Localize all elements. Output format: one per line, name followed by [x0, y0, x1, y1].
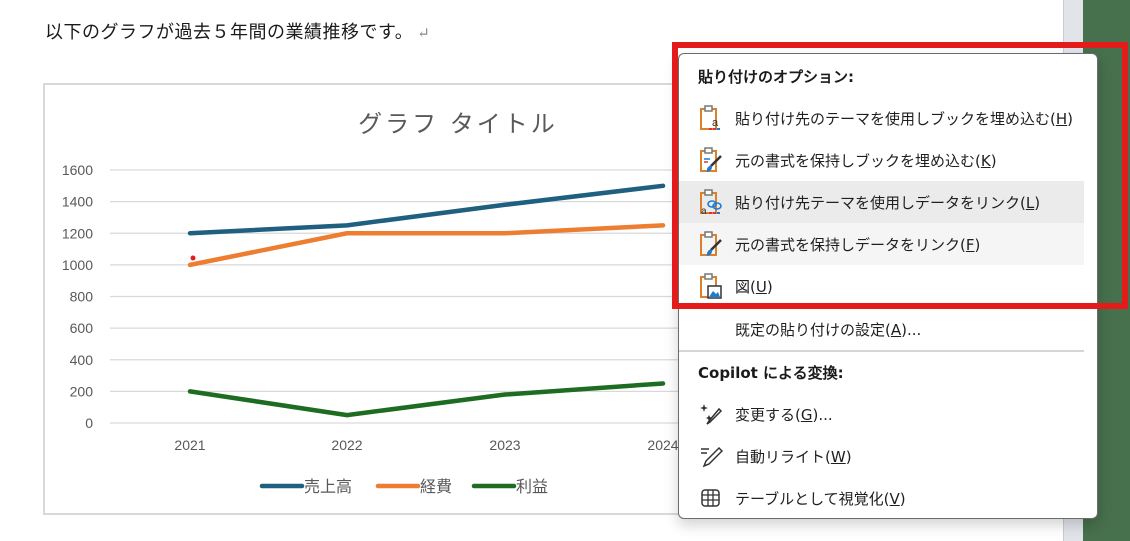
menu-item-label: 元の書式を保持しブックを埋め込む(K)	[735, 151, 997, 170]
menu-item-embed-destination-theme[interactable]: a 貼り付け先のテーマを使用しブックを埋め込む(H)	[679, 97, 1084, 139]
paragraph-mark-icon: ↵	[417, 24, 431, 42]
embedded-chart[interactable]	[43, 83, 743, 515]
svg-text:a: a	[701, 206, 707, 215]
chart-gridlines	[110, 169, 700, 424]
menu-separator	[679, 350, 1084, 352]
menu-item-auto-rewrite[interactable]: 自動リライト(W)	[679, 435, 1084, 477]
paragraph-text: 以下のグラフが過去５年間の業績推移です。	[45, 22, 414, 43]
chart-title[interactable]: グラフ タイトル	[358, 110, 558, 138]
table-grid-icon	[701, 489, 720, 507]
chart-legend: 売上高 経費 利益	[259, 477, 548, 496]
menu-item-default-paste-settings[interactable]: 既定の貼り付けの設定(A)...	[679, 308, 1084, 350]
body-paragraph[interactable]: 以下のグラフが過去５年間の業績推移です。 ↵	[45, 18, 430, 44]
svg-text:600: 600	[70, 320, 94, 336]
svg-text:2023: 2023	[489, 437, 520, 453]
menu-item-label: 既定の貼り付けの設定(A)...	[735, 320, 922, 339]
paste-options-header: 貼り付けのオプション:	[698, 68, 854, 86]
svg-text:1600: 1600	[62, 162, 93, 178]
sparkle-pen-icon	[700, 404, 723, 425]
paste-keep-source-embed-icon	[700, 147, 722, 172]
menu-item-embed-keep-source[interactable]: 元の書式を保持しブックを埋め込む(K)	[679, 139, 1084, 181]
chart-y-axis: 1600 1400 1200 1000 800 600 400 200 0	[62, 162, 93, 431]
svg-text:売上高: 売上高	[304, 477, 352, 496]
menu-item-label: 変更する(G)...	[735, 405, 833, 424]
paste-keep-source-link-icon	[700, 231, 722, 256]
chart-x-axis: 2021 2022 2023 2024	[174, 437, 678, 453]
copilot-header: Copilot による変換:	[698, 364, 844, 382]
chart-series	[187, 183, 666, 418]
svg-text:800: 800	[70, 289, 94, 305]
rewrite-pen-icon	[701, 446, 723, 468]
svg-text:a: a	[712, 117, 719, 129]
paste-picture-icon	[700, 273, 722, 299]
menu-item-label: 貼り付け先テーマを使用しデータをリンク(L)	[735, 193, 1041, 212]
menu-item-link-keep-source[interactable]: 元の書式を保持しデータをリンク(F)	[679, 223, 1084, 265]
menu-item-copilot-change[interactable]: 変更する(G)...	[679, 393, 1084, 435]
paste-destination-theme-embed-icon: a	[700, 105, 720, 130]
menu-item-label: 図(U)	[735, 277, 773, 296]
svg-text:200: 200	[70, 383, 94, 399]
svg-text:0: 0	[85, 415, 93, 431]
svg-text:2021: 2021	[174, 437, 205, 453]
svg-text:1000: 1000	[62, 257, 93, 273]
menu-item-visualize-table[interactable]: テーブルとして視覚化(V)	[679, 477, 1084, 518]
paste-context-menu: 貼り付けのオプション: a 貼り付け先のテーマを使用しブックを埋め込む(H) 元…	[678, 53, 1098, 519]
menu-item-label: テーブルとして視覚化(V)	[735, 489, 906, 508]
svg-text:2022: 2022	[331, 437, 362, 453]
menu-item-label: 貼り付け先のテーマを使用しブックを埋め込む(H)	[735, 109, 1073, 128]
svg-text:経費: 経費	[420, 477, 452, 496]
menu-item-link-destination-theme[interactable]: a 貼り付け先テーマを使用しデータをリンク(L)	[679, 181, 1084, 223]
svg-text:利益: 利益	[516, 477, 548, 496]
menu-item-paste-picture[interactable]: 図(U)	[679, 265, 1084, 307]
svg-text:1200: 1200	[62, 225, 93, 241]
svg-text:1400: 1400	[62, 194, 93, 210]
paste-destination-theme-link-icon: a	[700, 189, 722, 215]
svg-text:2024: 2024	[647, 437, 678, 453]
menu-item-label: 元の書式を保持しデータをリンク(F)	[735, 235, 981, 254]
menu-item-label: 自動リライト(W)	[735, 447, 852, 466]
cursor-dot	[190, 255, 196, 261]
svg-text:400: 400	[70, 352, 94, 368]
